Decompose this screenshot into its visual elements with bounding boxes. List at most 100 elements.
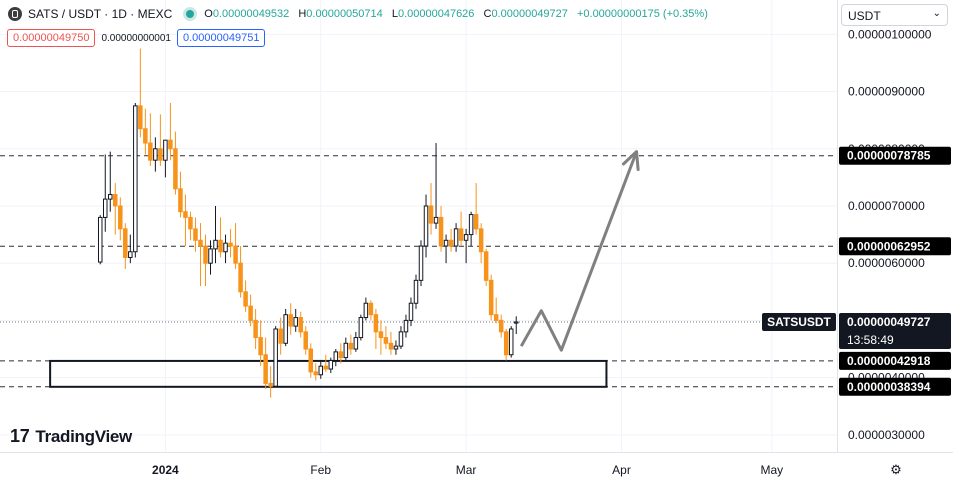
symbol-label: SATSUSDT — [767, 315, 831, 329]
chart-grid — [0, 0, 837, 452]
candle-body — [243, 291, 248, 307]
candle-body — [293, 317, 298, 327]
candle-body — [378, 331, 384, 339]
arrowhead-icon — [621, 150, 640, 172]
candle-body — [468, 214, 474, 236]
candle-body — [313, 371, 319, 376]
price-level-label-bg — [839, 377, 951, 396]
candle-body — [118, 205, 123, 230]
candle-body — [168, 139, 173, 150]
price-level-label-bg — [839, 237, 951, 256]
candle-body — [158, 148, 163, 161]
low-value: 0.00000047626 — [397, 8, 475, 20]
candle-body — [148, 142, 153, 161]
tradingview-logo[interactable]: 17 TradingView — [10, 426, 132, 447]
candle-body — [128, 251, 133, 258]
candle-body — [303, 331, 308, 350]
change-value: +0.00000000175 (+0.35%) — [576, 8, 708, 20]
candle-body — [493, 314, 499, 321]
candle-body — [403, 319, 409, 333]
price-tick-label: 0.0000060000 — [848, 256, 925, 270]
candle-body — [283, 314, 288, 344]
candle-body — [308, 348, 313, 373]
time-tick-label: May — [761, 463, 784, 477]
spread-value: 0.00000000001 — [101, 32, 171, 44]
candle-body — [183, 211, 188, 218]
price-level-label: 0.00000038394 — [847, 380, 931, 394]
candle-body — [138, 105, 143, 130]
candle-body — [288, 314, 293, 327]
price-level-label-bg — [839, 146, 951, 165]
candle-body — [383, 337, 389, 344]
sell-button[interactable]: 0.00000049750 — [7, 29, 96, 47]
candle-body — [97, 216, 103, 263]
candle-body — [408, 302, 414, 321]
candle-body — [398, 331, 404, 347]
price-levels — [0, 155, 837, 388]
candle-body — [488, 279, 494, 316]
currency-select[interactable]: USDT ⌄ — [841, 4, 948, 26]
candle-body — [513, 321, 519, 324]
candle-body — [473, 214, 479, 230]
candle-body — [102, 198, 108, 218]
candle-body — [428, 205, 434, 224]
symbol-header: SATS / USDT · 1D · MEXC O0.00000049532 H… — [8, 5, 714, 23]
candle-body — [418, 245, 424, 281]
support-zone — [49, 359, 608, 388]
currency-value: USDT — [848, 9, 881, 23]
candle-body — [203, 245, 208, 264]
candle-body — [223, 242, 228, 253]
candle-body — [273, 328, 278, 387]
time-axis[interactable]: 2024 Feb Mar Apr May — [152, 463, 783, 477]
candle-series — [97, 48, 519, 398]
candle-body — [433, 216, 439, 224]
candle-body — [108, 194, 113, 200]
last-price-label: 0.00000049727 — [847, 315, 931, 329]
price-tick-label: 0.0000030000 — [848, 428, 925, 442]
candle-body — [268, 382, 273, 387]
low-label: L — [391, 8, 398, 20]
time-tick-label: Feb — [310, 463, 331, 477]
close-label: C — [483, 8, 492, 20]
candle-body — [218, 239, 223, 253]
trade-buttons: 0.00000049750 0.00000000001 0.0000004975… — [7, 29, 266, 47]
candle-body — [478, 228, 484, 253]
candle-body — [153, 148, 158, 161]
symbol-title[interactable]: SATS / USDT · 1D · MEXC — [28, 7, 173, 21]
candle-body — [388, 342, 394, 350]
candle-body — [123, 228, 128, 258]
candle-body — [508, 328, 514, 356]
price-axis-labels: 0.00000078785 0.00000062952 SATSUSDT 0.0000… — [762, 146, 951, 396]
sats-coin-icon — [8, 7, 22, 21]
candle-body — [453, 228, 459, 247]
candle-body — [458, 228, 464, 241]
candle-body — [143, 128, 148, 144]
candle-body — [373, 314, 379, 333]
gear-icon[interactable]: ⚙ — [890, 462, 902, 477]
candle-body — [368, 302, 374, 316]
candle-body — [208, 248, 213, 264]
projection-arrow — [519, 150, 640, 352]
time-tick-label: 2024 — [152, 463, 179, 477]
candle-body — [323, 365, 329, 370]
price-tick-label: 0.0000090000 — [848, 85, 925, 99]
candle-body — [188, 216, 193, 230]
price-level-label-bg — [839, 351, 951, 370]
candle-body — [178, 188, 183, 213]
candle-body — [228, 242, 233, 247]
chevron-down-icon: ⌄ — [932, 8, 941, 19]
candle-body — [503, 331, 509, 356]
price-tick-label: 0.0000070000 — [848, 199, 925, 213]
candle-body — [423, 205, 429, 247]
candle-body — [498, 319, 504, 333]
buy-button[interactable]: 0.00000049751 — [177, 29, 266, 47]
open-value: 0.00000049532 — [212, 8, 290, 20]
high-label: H — [298, 8, 307, 20]
candle-body — [133, 105, 138, 253]
candle-body — [238, 262, 243, 293]
candle-body — [448, 239, 454, 247]
ohlc-values: O0.00000049532 H0.00000050714 L0.0000004… — [204, 8, 714, 20]
last-price-label-bg — [839, 312, 951, 349]
close-value: 0.00000049727 — [491, 8, 568, 20]
